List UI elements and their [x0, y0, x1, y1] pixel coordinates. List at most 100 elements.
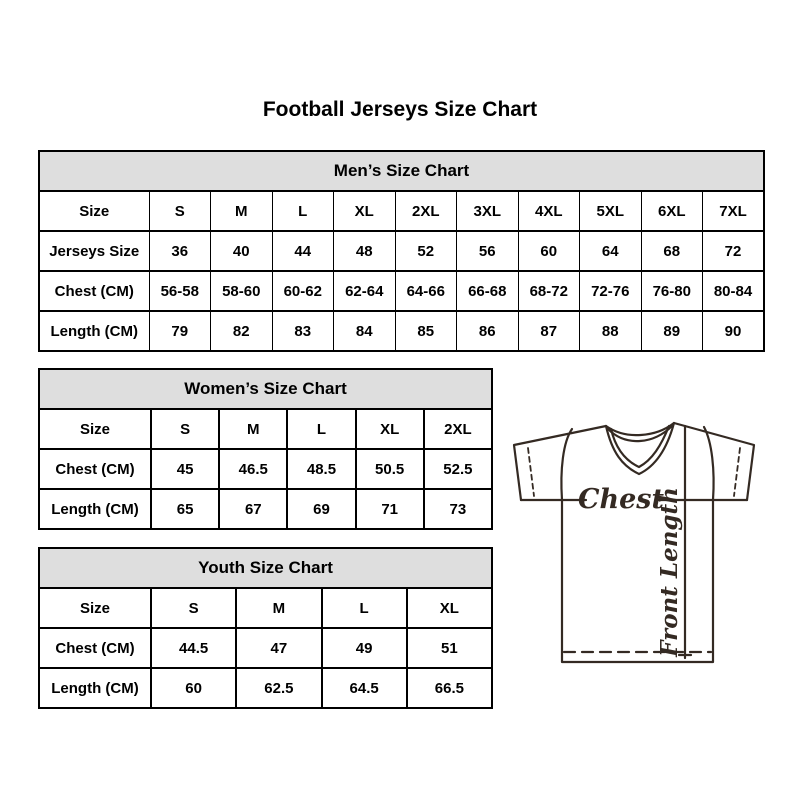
data-cell: L — [271, 190, 334, 232]
data-cell: 52 — [394, 230, 457, 272]
row-label-cell: Size — [38, 190, 150, 232]
table-section-header: Men’s Size Chart — [38, 150, 765, 192]
data-cell: 60 — [517, 230, 580, 272]
data-cell: 46.5 — [218, 448, 289, 490]
data-cell: 56 — [456, 230, 519, 272]
data-cell: 62.5 — [235, 667, 323, 709]
data-cell: 66.5 — [405, 667, 494, 709]
jersey-right-shoulder-sleeve-outline — [672, 421, 756, 502]
table-row: Length (CM) 65 67 69 71 73 — [38, 488, 494, 530]
data-cell: 88 — [579, 310, 642, 352]
row-label-cell: Length (CM) — [38, 667, 152, 709]
data-cell: 47 — [235, 627, 323, 669]
data-cell: S — [149, 587, 238, 629]
mens-size-table: Men’s Size Chart Size S M L XL 2XL 3XL 4XL 5XL 6XL… — [38, 150, 765, 352]
data-cell: 45 — [149, 448, 221, 490]
table-section-row: Men’s Size Chart — [38, 150, 765, 192]
data-cell: 60 — [149, 667, 238, 709]
row-label-cell: Chest (CM) — [38, 627, 152, 669]
data-cell: 73 — [422, 488, 494, 530]
data-cell: 44 — [271, 230, 334, 272]
data-cell: 79 — [148, 310, 211, 352]
data-cell: 72-76 — [579, 270, 642, 312]
table-row: Jerseys Size 36 40 44 48 52 56 60 64 68 72 — [38, 230, 765, 272]
table-section-row: Women’s Size Chart — [38, 368, 493, 410]
data-cell: 60-62 — [271, 270, 334, 312]
data-cell: 50.5 — [354, 448, 425, 490]
data-cell: L — [286, 408, 357, 450]
youth-size-table: Youth Size Chart Size S M L XL Chest (CM) 44.5 4… — [38, 547, 494, 709]
data-cell: 86 — [456, 310, 519, 352]
jersey-vneck-outer — [604, 421, 676, 476]
data-cell: 5XL — [579, 190, 642, 232]
jersey-measurement-diagram: Chest Front Length — [512, 421, 756, 664]
data-cell: 4XL — [517, 190, 580, 232]
data-cell: 64 — [579, 230, 642, 272]
data-cell: M — [235, 587, 323, 629]
table-section-header: Women’s Size Chart — [38, 368, 493, 410]
data-cell: M — [218, 408, 289, 450]
jersey-right-sleeve-seam — [702, 425, 715, 502]
table-row: Length (CM) 79 82 83 84 85 86 87 88 89 90 — [38, 310, 765, 352]
data-cell: 69 — [286, 488, 357, 530]
womens-size-table: Women’s Size Chart Size S M L XL 2XL Chest (CM)… — [38, 368, 494, 530]
table-row: Size S M L XL 2XL 3XL 4XL 5XL 6XL 7XL — [38, 190, 765, 232]
table-row: Chest (CM) 56-58 58-60 60-62 62-64 64-66 66-68… — [38, 270, 765, 312]
data-cell: 84 — [333, 310, 396, 352]
jersey-body-outline — [560, 498, 715, 664]
data-cell: 48.5 — [286, 448, 357, 490]
jersey-right-cuff-stitch — [733, 447, 741, 497]
data-cell: 64-66 — [394, 270, 457, 312]
data-cell: 44.5 — [149, 627, 238, 669]
data-cell: 68-72 — [517, 270, 580, 312]
data-cell: 89 — [640, 310, 703, 352]
data-cell: 65 — [149, 488, 221, 530]
data-cell: 87 — [517, 310, 580, 352]
row-label-cell: Jerseys Size — [38, 230, 150, 272]
data-cell: 40 — [210, 230, 273, 272]
row-label-cell: Chest (CM) — [38, 270, 150, 312]
jersey-left-shoulder-sleeve-outline — [512, 424, 608, 502]
data-cell: 80-84 — [702, 270, 765, 312]
data-cell: 67 — [218, 488, 289, 530]
page-title: Football Jerseys Size Chart — [262, 98, 538, 121]
data-cell: S — [148, 190, 211, 232]
data-cell: 48 — [333, 230, 396, 272]
data-cell: 76-80 — [640, 270, 703, 312]
table-row: Size S M L XL 2XL — [38, 408, 494, 450]
jersey-vneck-inner — [609, 424, 671, 469]
row-label-cell: Length (CM) — [38, 310, 150, 352]
jersey-left-sleeve-seam — [560, 427, 574, 502]
data-cell: 72 — [702, 230, 765, 272]
table-row: Chest (CM) 45 46.5 48.5 50.5 52.5 — [38, 448, 494, 490]
data-cell: 56-58 — [148, 270, 211, 312]
data-cell: 2XL — [394, 190, 457, 232]
table-row: Chest (CM) 44.5 47 49 51 — [38, 627, 494, 669]
row-label-cell: Length (CM) — [38, 488, 152, 530]
data-cell: 3XL — [456, 190, 519, 232]
table-row: Size S M L XL — [38, 587, 494, 629]
data-cell: 64.5 — [320, 667, 408, 709]
data-cell: XL — [333, 190, 396, 232]
row-label-cell: Size — [38, 587, 152, 629]
data-cell: 82 — [210, 310, 273, 352]
row-label-cell: Chest (CM) — [38, 448, 152, 490]
table-row: Length (CM) 60 62.5 64.5 66.5 — [38, 667, 494, 709]
data-cell: 2XL — [422, 408, 494, 450]
front-length-measure-label: Front Length — [656, 487, 683, 658]
data-cell: 6XL — [640, 190, 703, 232]
table-section-header: Youth Size Chart — [38, 547, 493, 589]
data-cell: 62-64 — [333, 270, 396, 312]
data-cell: M — [210, 190, 273, 232]
data-cell: 90 — [702, 310, 765, 352]
data-cell: S — [149, 408, 221, 450]
data-cell: 49 — [320, 627, 408, 669]
data-cell: 51 — [405, 627, 494, 669]
data-cell: 66-68 — [456, 270, 519, 312]
row-label-cell: Size — [38, 408, 152, 450]
data-cell: 36 — [148, 230, 211, 272]
data-cell: 58-60 — [210, 270, 273, 312]
data-cell: 68 — [640, 230, 703, 272]
chest-measure-label: Chest — [578, 484, 664, 515]
data-cell: 83 — [271, 310, 334, 352]
